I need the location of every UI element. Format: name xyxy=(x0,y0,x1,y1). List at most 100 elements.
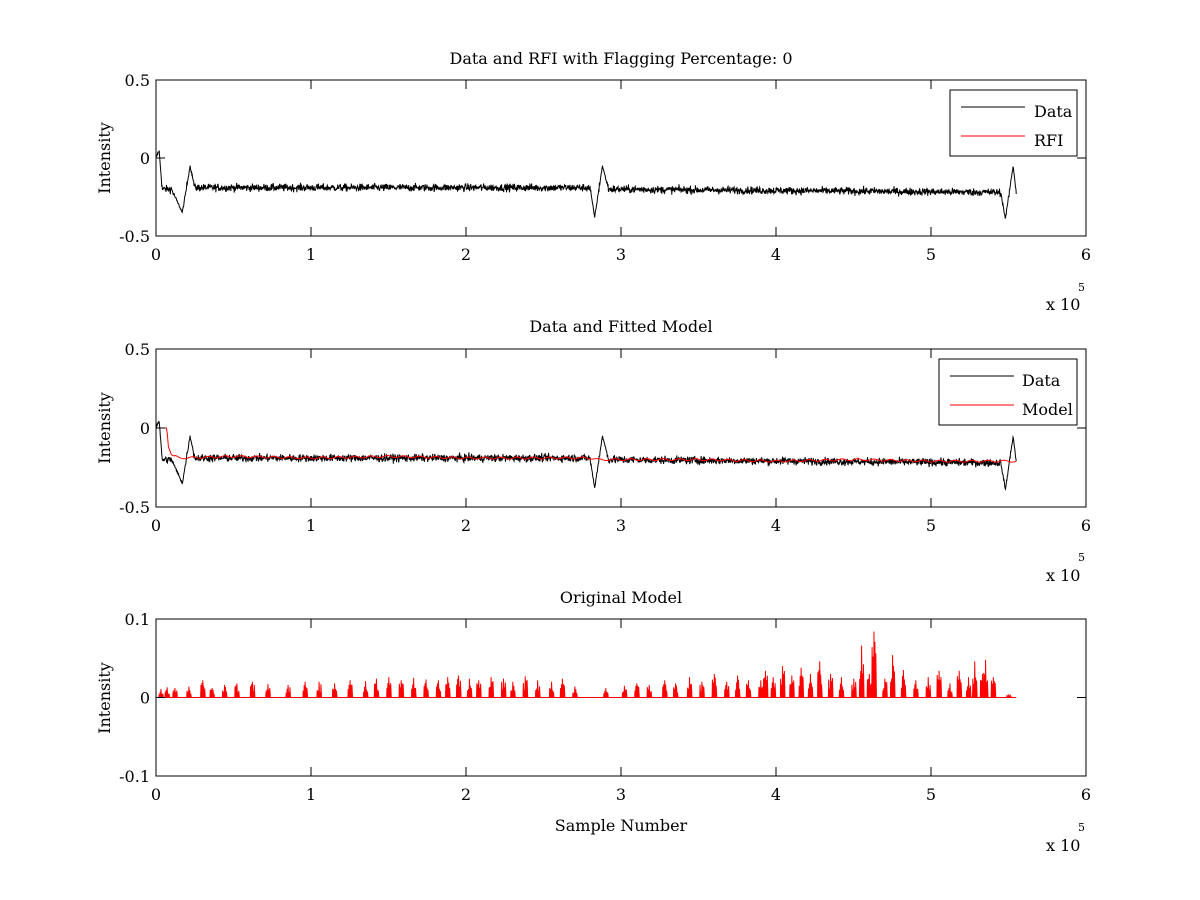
spike xyxy=(488,677,495,698)
spike xyxy=(982,659,989,698)
spike xyxy=(522,676,529,698)
x-tick-label: 5 xyxy=(926,245,936,264)
subplot-1-x-multiplier: x 10 xyxy=(1046,295,1080,314)
spike xyxy=(789,675,795,698)
subplot-3-xlabel: Sample Number xyxy=(555,816,688,835)
spike xyxy=(662,680,668,698)
x-tick-label: 0 xyxy=(151,245,161,264)
spike xyxy=(455,675,462,698)
subplot-1-legend-label-data: Data xyxy=(1034,102,1073,121)
subplot-2-legend-box xyxy=(938,358,1078,426)
subplot-3-series xyxy=(156,631,1017,698)
subplot-2-legend-label-data: Data xyxy=(1022,371,1061,390)
spike xyxy=(724,681,730,698)
spike xyxy=(548,681,555,698)
y-tick-label: 0.1 xyxy=(125,610,150,629)
spike xyxy=(798,667,805,698)
spike xyxy=(265,684,271,698)
subplot-2-title: Data and Fitted Model xyxy=(529,317,712,336)
subplot-2-ticks: 0 1 2 3 4 5 6-0.500.5 xyxy=(119,340,1091,535)
spike xyxy=(510,681,516,698)
x-tick-label: 0 xyxy=(151,516,161,535)
spike xyxy=(686,677,693,698)
spike xyxy=(866,673,873,698)
spike xyxy=(672,683,679,698)
spike xyxy=(762,670,769,698)
subplot-3: Original Model 0 1 2 3 4 5 6-0.100.1 Intensity… xyxy=(95,588,1091,855)
subplot-1-title: Data and RFI with Flagging Percentage: 0 xyxy=(449,49,792,68)
subplot-1-ylabel: Intensity xyxy=(95,122,114,194)
x-tick-label: 4 xyxy=(771,785,781,804)
spike xyxy=(858,645,865,698)
spike xyxy=(956,670,963,698)
spike xyxy=(316,681,323,698)
spike xyxy=(965,677,972,698)
x-tick-label: 3 xyxy=(616,516,626,535)
spike xyxy=(398,680,405,698)
spike xyxy=(435,680,442,698)
spike xyxy=(947,683,953,698)
spike xyxy=(164,687,171,698)
spike xyxy=(646,684,653,698)
spike xyxy=(158,688,164,698)
subplot-1-ticks: 0 1 2 3 4 5 6-0.500.5 xyxy=(119,71,1091,264)
spike xyxy=(234,683,240,698)
subplot-1-series xyxy=(156,150,1017,219)
subplot-3-ticks: 0 1 2 3 4 5 6-0.100.1 xyxy=(119,610,1091,804)
y-tick-label: 0 xyxy=(140,419,150,438)
spike xyxy=(851,678,857,698)
spike xyxy=(209,688,216,698)
x-tick-label: 1 xyxy=(306,785,316,804)
y-tick-label: 0.5 xyxy=(125,340,150,359)
spike xyxy=(925,677,932,698)
spike xyxy=(200,680,206,698)
spike xyxy=(913,680,919,698)
y-tick-label: -0.5 xyxy=(119,227,150,246)
subplot-2-x-exponent: 5 xyxy=(1078,551,1085,564)
spike xyxy=(900,670,907,698)
spike xyxy=(249,681,256,698)
spike xyxy=(634,683,640,698)
spike xyxy=(221,684,228,698)
spike xyxy=(1006,694,1012,698)
x-tick-label: 6 xyxy=(1081,516,1091,535)
spike xyxy=(172,688,178,698)
x-tick-label: 4 xyxy=(771,245,781,264)
subplot-3-title: Original Model xyxy=(560,588,682,607)
subplot-1-series-data-line xyxy=(156,150,1017,219)
spike xyxy=(779,666,786,698)
spike xyxy=(362,680,369,698)
x-tick-label: 5 xyxy=(926,516,936,535)
y-tick-label: 0 xyxy=(140,149,150,168)
spike xyxy=(871,631,877,698)
spike xyxy=(889,655,896,698)
x-tick-label: 0 xyxy=(151,785,161,804)
y-tick-label: 0.5 xyxy=(125,71,150,90)
spike xyxy=(572,686,578,698)
y-tick-label: 0 xyxy=(140,689,150,708)
spike xyxy=(936,670,943,698)
spike xyxy=(838,677,845,698)
spike xyxy=(186,686,192,698)
subplot-3-x-multiplier: x 10 xyxy=(1046,836,1080,855)
subplot-2-series-model-line xyxy=(156,427,1017,463)
x-tick-label: 1 xyxy=(306,516,316,535)
spike xyxy=(699,681,705,698)
x-tick-label: 1 xyxy=(306,245,316,264)
subplot-2-x-multiplier: x 10 xyxy=(1046,566,1080,585)
spike xyxy=(770,677,777,698)
subplot-2-legend-label-model: Model xyxy=(1022,400,1073,419)
x-tick-label: 2 xyxy=(461,245,471,264)
y-tick-label: -0.1 xyxy=(119,767,150,786)
spike xyxy=(423,679,429,698)
spike xyxy=(827,673,834,698)
subplot-1-legend: Data RFI xyxy=(949,89,1078,157)
spike xyxy=(347,680,354,698)
spike xyxy=(758,680,764,698)
spike xyxy=(603,688,609,698)
subplot-3-x-exponent: 5 xyxy=(1078,821,1085,834)
x-tick-label: 4 xyxy=(771,516,781,535)
x-tick-label: 2 xyxy=(461,516,471,535)
x-tick-label: 6 xyxy=(1081,245,1091,264)
